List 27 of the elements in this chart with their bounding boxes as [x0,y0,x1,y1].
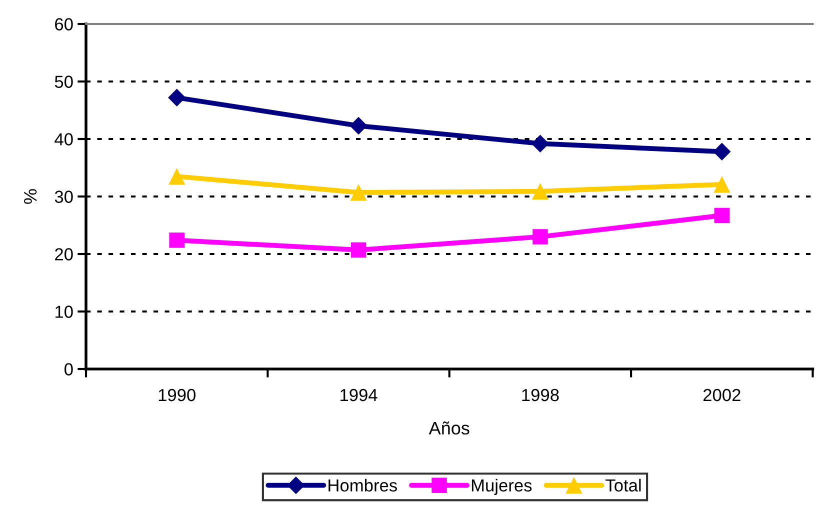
point [532,182,549,200]
point [168,88,186,106]
y-tick-label: 60 [55,18,73,30]
y-tick-label: 50 [54,76,73,88]
x-tick-label: 1998 [522,388,559,402]
point [532,229,548,244]
point [714,176,730,193]
point [169,232,184,248]
y-tick-label: 20 [55,248,73,260]
y-tick-label: 0 [64,363,73,376]
x-tick-label: 1994 [340,388,378,402]
legend-label: Mujeres [472,478,532,496]
y-tick-label: 40 [54,133,73,146]
y-tick-label: 30 [54,190,73,203]
point [713,142,731,160]
point [168,168,186,185]
legend-label: Hombres [328,478,397,492]
point [350,116,368,135]
point [350,184,367,201]
point [714,208,730,224]
point [350,242,366,258]
x-tick-label: 2002 [703,388,740,402]
y-tick-label: 10 [56,306,73,318]
x-tick-label: 1990 [158,388,196,402]
legend-label: Total [606,478,641,492]
x-axis-title: Años [428,421,470,435]
y-axis-title: % [24,189,37,204]
